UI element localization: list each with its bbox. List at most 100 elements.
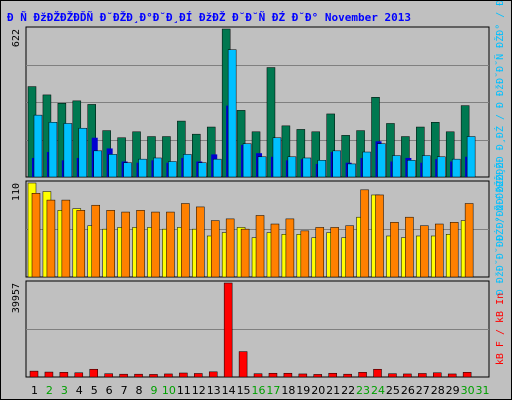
x-tick-label: 23 xyxy=(356,384,370,397)
bar-files xyxy=(242,143,252,178)
bar-kbytes xyxy=(208,371,218,378)
x-tick-label: 24 xyxy=(371,384,385,397)
panel-bottom: 39957 kB F / kB In xyxy=(11,280,506,378)
bar-kbytes xyxy=(433,372,442,378)
bar-kbytes xyxy=(59,372,69,378)
bar-kbytes xyxy=(283,372,293,378)
series-label-bottom: kB F / kB In xyxy=(495,293,506,365)
chart-title: Ð Ñ ÐžÐŽÐŽÐĎÑ Ð˘ÐŽÐ¸Ð°Ð˘Ð¸ÐÍ ÐžÐŽ Ð˘Ð˘Ñ … xyxy=(7,11,411,24)
x-tick-label: 29 xyxy=(446,384,460,397)
bar-sites xyxy=(31,193,41,278)
bar-sites xyxy=(136,210,145,278)
x-tick-label: 27 xyxy=(416,384,430,397)
bar-sites xyxy=(270,223,280,278)
bar-files xyxy=(183,154,192,178)
bar-sites xyxy=(121,211,130,278)
bar-kbytes xyxy=(149,374,158,378)
y-max-label-bottom: 39957 xyxy=(11,283,22,313)
bar-files xyxy=(227,49,237,178)
bar-sites xyxy=(151,211,160,278)
bar-kbytes xyxy=(328,372,337,378)
bar-sites xyxy=(315,227,325,278)
x-tick-label: 1 xyxy=(31,384,38,397)
bar-files xyxy=(93,150,102,178)
bar-kbytes xyxy=(268,372,278,378)
bar-files xyxy=(33,114,43,178)
bar-sites xyxy=(255,215,265,278)
bar-sites xyxy=(330,227,339,278)
bar-sites xyxy=(435,223,444,278)
bar-files xyxy=(377,143,386,178)
x-tick-label: 28 xyxy=(431,384,445,397)
series-label-top: Ð Ð°ÐžÐ˘ÐŽÐ¸ÐÐ Ð¸ÐŹ / Ð ÐžÐ˘Ð˘Ñ ÐŽÐ° / Ð… xyxy=(493,1,506,240)
x-axis-days: 1 2 3 4 5 6 7 8 9 10 11 12 13 14 15 16 17 18 19 20 21 22 23 24 2… xyxy=(31,384,490,397)
bar-sites xyxy=(360,189,369,278)
bar-files xyxy=(108,154,117,178)
bar-sites xyxy=(449,222,459,278)
bar-files xyxy=(302,157,312,178)
bar-kbytes xyxy=(29,370,39,378)
bar-kbytes xyxy=(238,351,248,378)
bar-sites xyxy=(166,211,175,278)
bar-sites xyxy=(106,210,115,278)
bar-files xyxy=(153,157,162,178)
x-tick-label: 15 xyxy=(237,384,251,397)
bar-sites xyxy=(76,210,86,278)
bar-files xyxy=(123,162,132,178)
bar-kbytes xyxy=(104,373,113,378)
bar-kbytes xyxy=(164,373,173,378)
x-tick-label: 22 xyxy=(341,384,355,397)
bar-files xyxy=(332,150,341,178)
y-max-label-top: 622 xyxy=(11,29,22,47)
bar-sites xyxy=(225,218,235,278)
bar-kbytes xyxy=(313,374,323,378)
bar-kbytes xyxy=(74,372,84,378)
bar-kbytes xyxy=(418,373,427,378)
bar-sites xyxy=(46,199,56,278)
bar-files xyxy=(466,136,476,178)
panel-middle: 110 Ð ÐžÐ˘Ð˘ÐÐŹ / Ñ ÐžÐŽÐŽ xyxy=(11,163,506,295)
bar-files xyxy=(407,160,416,178)
x-tick-label: 14 xyxy=(222,384,236,397)
bar-sites xyxy=(375,194,384,278)
bar-files xyxy=(138,158,147,178)
bar-files xyxy=(362,151,371,178)
bar-files xyxy=(451,158,461,178)
x-tick-label: 10 xyxy=(162,384,176,397)
bar-kbytes xyxy=(194,373,203,378)
bar-sites xyxy=(390,222,399,278)
x-tick-label: 26 xyxy=(401,384,415,397)
x-tick-label: 31 xyxy=(476,384,490,397)
bar-kbytes xyxy=(119,373,128,378)
bar-sites xyxy=(210,220,220,278)
panel-top: 622 Ð Ð°ÐžÐ˘ÐŽÐ¸ÐÐ Ð¸ÐŹ / Ð ÐžÐ˘Ð˘Ñ ÐŽÐ° … xyxy=(11,1,506,240)
bar-sites xyxy=(181,203,190,278)
bar-files xyxy=(437,156,446,178)
bar-files xyxy=(63,123,73,178)
x-tick-label: 13 xyxy=(207,384,221,397)
x-tick-label: 5 xyxy=(91,384,98,397)
x-tick-label: 8 xyxy=(136,384,143,397)
x-tick-label: 7 xyxy=(121,384,128,397)
bar-kbytes xyxy=(462,372,472,378)
x-tick-label: 17 xyxy=(266,384,280,397)
bar-kbytes xyxy=(343,373,352,378)
bar-sites xyxy=(300,230,310,278)
bar-files xyxy=(78,127,88,178)
x-tick-label: 4 xyxy=(76,384,83,397)
bar-kbytes xyxy=(89,368,98,378)
bar-files xyxy=(287,156,297,178)
bar-kbytes xyxy=(388,373,397,378)
bar-sites xyxy=(405,216,414,278)
x-tick-label: 3 xyxy=(61,384,68,397)
y-max-label-middle: 110 xyxy=(11,183,22,201)
x-tick-label: 18 xyxy=(281,384,295,397)
bar-kbytes xyxy=(179,372,188,378)
bar-kbytes xyxy=(373,368,382,378)
bar-sites xyxy=(420,225,429,278)
bar-kbytes xyxy=(223,282,233,378)
x-tick-label: 21 xyxy=(326,384,340,397)
x-tick-label: 9 xyxy=(150,384,157,397)
